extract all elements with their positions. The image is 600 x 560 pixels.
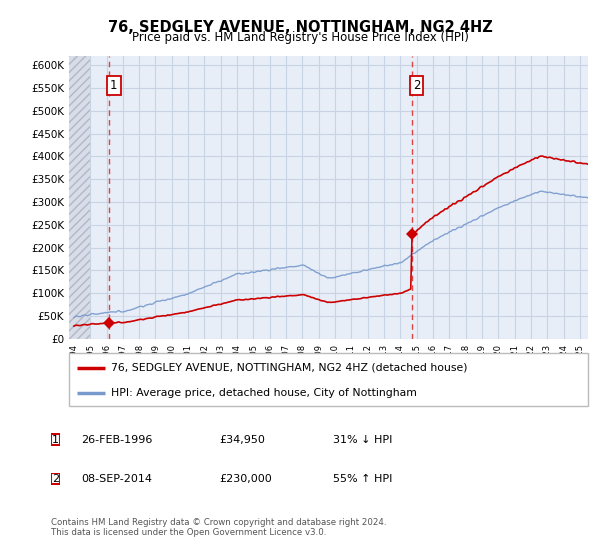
Bar: [69, 56, 90, 339]
Text: 76, SEDGLEY AVENUE, NOTTINGHAM, NG2 4HZ: 76, SEDGLEY AVENUE, NOTTINGHAM, NG2 4HZ: [107, 20, 493, 35]
Text: 1: 1: [52, 435, 59, 445]
Text: 26-FEB-1996: 26-FEB-1996: [81, 435, 152, 445]
Text: £34,950: £34,950: [219, 435, 265, 445]
Text: HPI: Average price, detached house, City of Nottingham: HPI: Average price, detached house, City…: [110, 388, 416, 398]
Text: Contains HM Land Registry data © Crown copyright and database right 2024.
This d: Contains HM Land Registry data © Crown c…: [51, 518, 386, 538]
Text: 55% ↑ HPI: 55% ↑ HPI: [333, 474, 392, 484]
Text: 2: 2: [413, 79, 420, 92]
Text: 08-SEP-2014: 08-SEP-2014: [81, 474, 152, 484]
Text: Price paid vs. HM Land Registry's House Price Index (HPI): Price paid vs. HM Land Registry's House …: [131, 31, 469, 44]
Text: £230,000: £230,000: [219, 474, 272, 484]
Text: 2: 2: [52, 474, 59, 484]
Text: 1: 1: [110, 79, 118, 92]
Text: 76, SEDGLEY AVENUE, NOTTINGHAM, NG2 4HZ (detached house): 76, SEDGLEY AVENUE, NOTTINGHAM, NG2 4HZ …: [110, 363, 467, 373]
Text: 31% ↓ HPI: 31% ↓ HPI: [333, 435, 392, 445]
